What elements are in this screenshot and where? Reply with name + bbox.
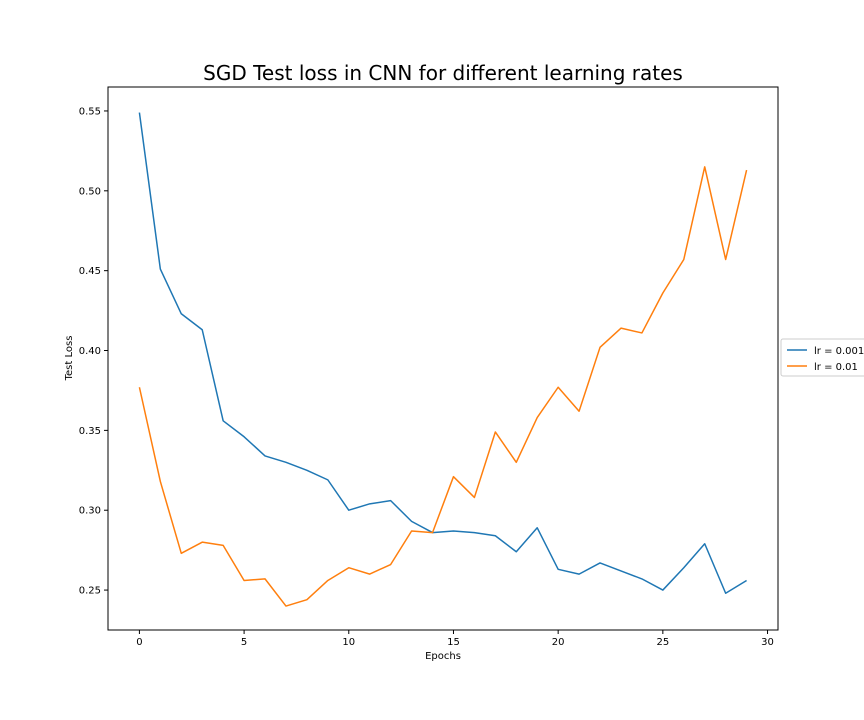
legend: lr = 0.001 lr = 0.01 bbox=[780, 338, 864, 377]
series-line-1 bbox=[138, 166, 748, 607]
x-tick-label: 15 bbox=[447, 637, 460, 648]
legend-label-lr-0001: lr = 0.001 bbox=[814, 346, 864, 357]
y-tick-label: 0.55 bbox=[79, 106, 101, 117]
plot-frame bbox=[107, 86, 779, 631]
x-axis-label: Epochs bbox=[425, 651, 461, 662]
series-layer bbox=[138, 112, 748, 607]
y-axis: 0.25 0.30 0.35 0.40 0.45 0.50 0.55 bbox=[79, 106, 108, 597]
y-tick-label: 0.25 bbox=[79, 586, 101, 597]
x-tick-label: 25 bbox=[656, 637, 669, 648]
x-tick-label: 0 bbox=[136, 637, 142, 648]
x-tick-label: 5 bbox=[241, 637, 247, 648]
y-tick-label: 0.45 bbox=[79, 266, 101, 277]
y-tick-label: 0.35 bbox=[79, 426, 101, 437]
series-line-0 bbox=[138, 112, 747, 595]
y-axis-label: Test Loss bbox=[64, 336, 75, 382]
x-tick-label: 20 bbox=[552, 637, 565, 648]
legend-label-lr-001: lr = 0.01 bbox=[814, 362, 858, 373]
x-axis: 0 5 10 15 20 25 30 bbox=[136, 630, 774, 648]
y-tick-label: 0.40 bbox=[79, 346, 101, 357]
y-tick-label: 0.50 bbox=[79, 186, 101, 197]
x-tick-label: 10 bbox=[342, 637, 355, 648]
x-tick-label: 30 bbox=[761, 637, 774, 648]
y-tick-label: 0.30 bbox=[79, 506, 101, 517]
chart-title: SGD Test loss in CNN for different learn… bbox=[203, 61, 683, 85]
